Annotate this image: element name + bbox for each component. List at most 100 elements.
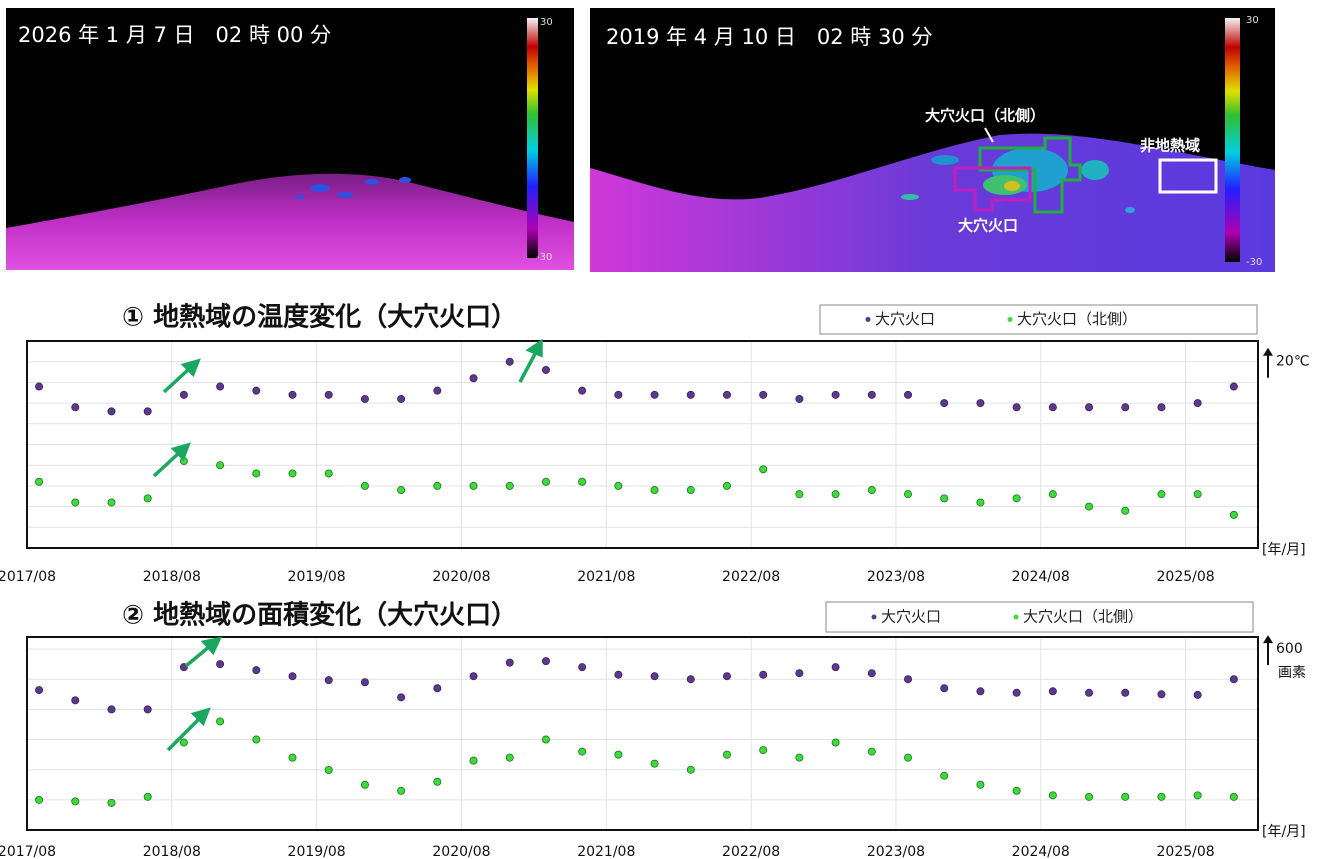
data-point (179, 390, 188, 399)
data-point (759, 746, 768, 755)
data-point (252, 666, 261, 675)
data-point (324, 676, 333, 685)
label-non-geothermal: 非地熱域 (1140, 137, 1200, 155)
data-point (1193, 791, 1202, 800)
data-point (216, 717, 225, 726)
data-point (867, 747, 876, 756)
data-point (360, 394, 369, 403)
legend-label: 大穴火口（北側） (1023, 608, 1143, 626)
data-point (541, 365, 550, 374)
data-point (904, 753, 913, 762)
data-point (759, 465, 768, 474)
annotation-unit: 画素 (1278, 665, 1306, 681)
plot-frame (26, 636, 1259, 831)
data-point (143, 792, 152, 801)
data-point (578, 747, 587, 756)
data-point (614, 390, 623, 399)
x-tick-label: 2020/08 (432, 844, 490, 859)
data-point (288, 469, 297, 478)
roi-non-geothermal (1158, 158, 1218, 194)
data-point (795, 490, 804, 499)
data-point (940, 399, 949, 408)
data-point (722, 481, 731, 490)
chart-title: ① 地熱域の温度変化（大穴火口） (122, 303, 517, 333)
hill (6, 173, 574, 270)
data-point (650, 759, 659, 768)
scale-max: 30 (540, 17, 553, 28)
data-point (904, 390, 913, 399)
x-tick-label: 2022/08 (722, 844, 780, 859)
data-point (433, 386, 442, 395)
data-point (505, 658, 514, 667)
data-point (976, 780, 985, 789)
data-point (107, 705, 116, 714)
x-tick-label: 2017/08 (0, 844, 56, 859)
data-point (1085, 502, 1094, 511)
data-point (759, 670, 768, 679)
data-point (541, 735, 550, 744)
data-point (1121, 688, 1130, 697)
data-point (541, 477, 550, 486)
legend-marker (865, 317, 871, 322)
thermal-image-left: 2026 年 1 月 7 日 02 時 00 分 30 -30 (6, 8, 574, 270)
data-point (107, 498, 116, 507)
label-pointer (984, 127, 994, 143)
x-tick-label: 2021/08 (577, 569, 635, 585)
data-point (1012, 403, 1021, 412)
x-tick-label: 2025/08 (1157, 844, 1215, 859)
hot-spots (295, 177, 411, 199)
data-point (1193, 490, 1202, 499)
annotation-label: 20℃ (1276, 354, 1310, 370)
data-point (1157, 403, 1166, 412)
data-point (795, 753, 804, 762)
data-point (614, 481, 623, 490)
data-point (867, 390, 876, 399)
chart: 2017/08 2018/08 2019/08 2020/08 2021/08 2022/… (0, 303, 1310, 586)
data-point (795, 669, 804, 678)
data-point (1012, 688, 1021, 697)
x-tick-label: 2022/08 (722, 569, 780, 585)
legend-label: 大穴火口（北側） (1017, 310, 1137, 328)
data-point (143, 494, 152, 503)
data-point (1157, 690, 1166, 699)
roi-crater (953, 166, 1032, 212)
data-point (397, 486, 406, 495)
data-point (1229, 792, 1238, 801)
data-point (722, 390, 731, 399)
data-point (1121, 506, 1130, 515)
chart: 2017/08 2018/08 2019/08 2020/08 2021/08 2022/… (0, 601, 1306, 859)
arrows (152, 338, 543, 752)
legend-label: 大穴火口 (875, 310, 935, 328)
data-point (541, 657, 550, 666)
legend-marker (871, 614, 877, 620)
data-point (469, 481, 478, 490)
data-point (1085, 688, 1094, 697)
data-point (360, 481, 369, 490)
x-tick-label: 2025/08 (1157, 569, 1215, 585)
x-tick-label: 2018/08 (143, 569, 201, 585)
legend-box (819, 304, 1258, 335)
data-point (904, 490, 913, 499)
scale-min: -30 (536, 252, 552, 263)
color-bar (527, 18, 538, 258)
data-point (505, 357, 514, 366)
data-point (107, 407, 116, 416)
x-unit: [年/月] (1262, 542, 1306, 558)
data-point (433, 777, 442, 786)
chart-title: ② 地熱域の面積変化（大穴火口） (122, 601, 517, 631)
data-point (143, 705, 152, 714)
roi-north (978, 136, 1082, 214)
data-point (469, 374, 478, 383)
data-point (1157, 792, 1166, 801)
data-point (1229, 510, 1238, 519)
thermal-image-right: 2019 年 4 月 10 日 02 時 30 分 30 -30 大穴火口（北側… (590, 8, 1275, 272)
data-point (1048, 791, 1057, 800)
legend-box (825, 601, 1254, 633)
scale-max: 30 (1246, 15, 1259, 26)
hot-spots (901, 148, 1135, 213)
x-tick-label: 2017/08 (0, 569, 56, 585)
x-tick-label: 2018/08 (143, 844, 201, 859)
data-point (71, 403, 80, 412)
x-tick-label: 2020/08 (432, 569, 490, 585)
data-point (759, 390, 768, 399)
